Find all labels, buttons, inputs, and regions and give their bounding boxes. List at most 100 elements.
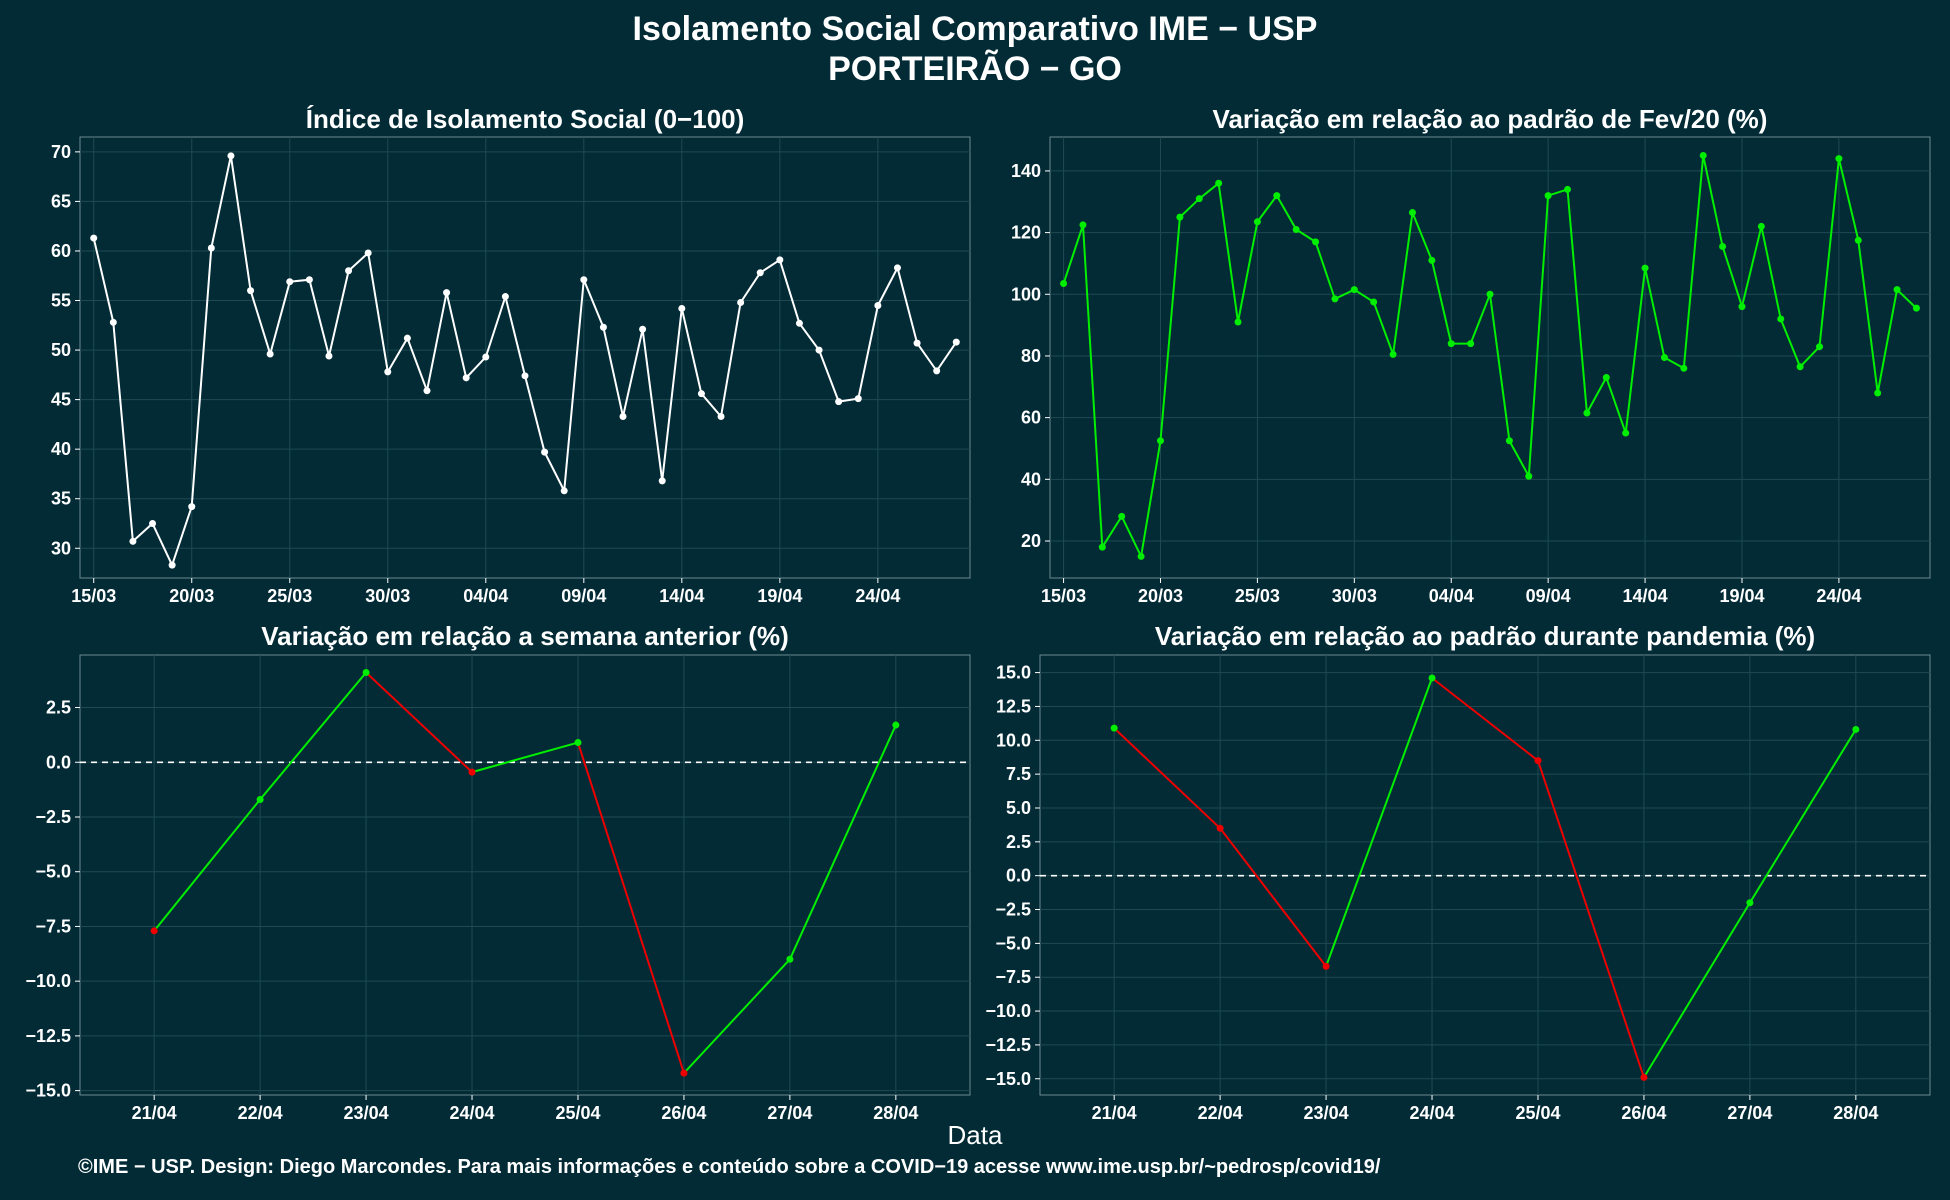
- y-tick-label: 120: [1011, 223, 1041, 243]
- data-point: [893, 264, 901, 272]
- data-point: [207, 244, 215, 252]
- data-point: [1137, 552, 1145, 560]
- data-point: [1428, 674, 1436, 682]
- x-tick-label: 15/03: [71, 586, 116, 606]
- data-point: [1680, 364, 1688, 372]
- series-segment: [365, 671, 473, 773]
- series-segment: [1749, 728, 1857, 904]
- data-point: [1079, 221, 1087, 229]
- data-point: [1796, 363, 1804, 371]
- y-tick-label: 100: [1011, 284, 1041, 304]
- data-point: [1447, 340, 1455, 348]
- data-point: [1602, 374, 1610, 382]
- x-tick-label: 25/04: [1515, 1103, 1560, 1123]
- data-point: [541, 448, 549, 456]
- data-point: [892, 721, 900, 729]
- x-tick-label: 28/04: [1833, 1103, 1878, 1123]
- data-point: [786, 955, 794, 963]
- y-tick-label: 70: [51, 142, 71, 162]
- x-tick-label: 20/03: [1138, 586, 1183, 606]
- data-point: [1699, 152, 1707, 160]
- x-tick-label: 26/04: [661, 1103, 706, 1123]
- data-point: [364, 249, 372, 257]
- y-tick-label: −10.0: [25, 971, 71, 991]
- data-point: [1564, 185, 1572, 193]
- y-tick-label: 10.0: [996, 730, 1031, 750]
- data-point: [678, 304, 686, 312]
- x-tick-label: 24/04: [450, 1103, 495, 1123]
- data-point: [619, 412, 627, 420]
- data-point: [227, 152, 235, 160]
- data-point: [90, 234, 98, 242]
- x-tick-label: 22/04: [238, 1103, 283, 1123]
- series-segment: [471, 741, 579, 774]
- chart-indice: [75, 136, 971, 583]
- plot-frame: [1049, 136, 1931, 579]
- data-point: [423, 387, 431, 395]
- data-point: [1534, 757, 1542, 765]
- data-point: [874, 301, 882, 309]
- series-segment: [1431, 677, 1539, 762]
- plot-frame: [79, 654, 971, 1096]
- chart-title: Variação em relação a semana anterior (%…: [261, 621, 789, 651]
- x-tick-label: 27/04: [767, 1103, 812, 1123]
- data-point: [1874, 389, 1882, 397]
- data-point: [913, 339, 921, 347]
- data-point: [1273, 192, 1281, 200]
- y-tick-label: −2.5: [995, 900, 1031, 920]
- data-point: [1622, 429, 1630, 437]
- y-tick-label: 12.5: [996, 696, 1031, 716]
- data-point: [560, 487, 568, 495]
- x-tick-label: 09/04: [561, 586, 606, 606]
- x-tick-label: 30/03: [1332, 586, 1377, 606]
- data-point: [1816, 343, 1824, 351]
- y-tick-label: −12.5: [985, 1035, 1031, 1055]
- x-tick-label: 25/04: [555, 1103, 600, 1123]
- data-point: [1525, 472, 1533, 480]
- data-point: [1544, 192, 1552, 200]
- data-point: [737, 298, 745, 306]
- x-tick-label: 04/04: [463, 586, 508, 606]
- chart-pandemia: [1035, 654, 1931, 1100]
- y-tick-label: 140: [1011, 161, 1041, 181]
- x-tick-label: 14/04: [1623, 586, 1668, 606]
- data-point: [462, 374, 470, 382]
- data-point: [1195, 195, 1203, 203]
- x-axis-label: Data: [947, 1120, 1003, 1150]
- x-tick-label: 20/03: [169, 586, 214, 606]
- data-point: [1234, 318, 1242, 326]
- y-tick-label: 40: [51, 439, 71, 459]
- x-tick-label: 28/04: [873, 1103, 918, 1123]
- data-point: [580, 276, 588, 284]
- data-point: [1583, 409, 1591, 417]
- chart-title: Variação em relação ao padrão durante pa…: [1155, 621, 1815, 651]
- x-tick-label: 23/04: [344, 1103, 389, 1123]
- data-point: [1350, 286, 1358, 294]
- y-tick-label: 55: [51, 291, 71, 311]
- y-tick-label: 45: [51, 390, 71, 410]
- data-point: [403, 334, 411, 342]
- y-tick-label: 60: [1021, 408, 1041, 428]
- data-point: [835, 398, 843, 406]
- data-point: [1640, 1073, 1648, 1081]
- data-point: [1331, 295, 1339, 303]
- y-tick-label: 40: [1021, 469, 1041, 489]
- y-tick-label: −2.5: [35, 807, 71, 827]
- y-tick-label: −5.0: [35, 862, 71, 882]
- data-point: [1641, 264, 1649, 272]
- x-tick-label: 26/04: [1621, 1103, 1666, 1123]
- y-tick-label: 2.5: [1006, 832, 1031, 852]
- x-tick-label: 24/04: [855, 586, 900, 606]
- x-tick-label: 21/04: [132, 1103, 177, 1123]
- x-tick-label: 30/03: [365, 586, 410, 606]
- y-tick-label: 60: [51, 241, 71, 261]
- chart-semana: [75, 654, 971, 1100]
- series-segment: [683, 958, 791, 1074]
- y-tick-label: −5.0: [995, 933, 1031, 953]
- data-point: [1746, 899, 1754, 907]
- data-point: [1216, 824, 1224, 832]
- data-point: [1854, 236, 1862, 244]
- series-segment: [1325, 677, 1433, 967]
- data-point: [325, 352, 333, 360]
